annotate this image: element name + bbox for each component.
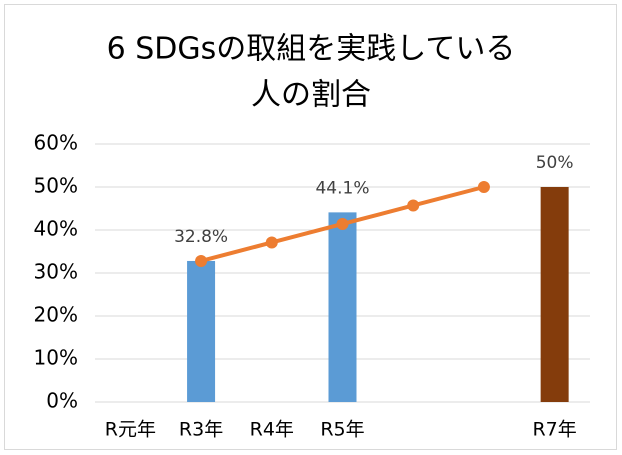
x-tick-label: R5年 <box>320 419 364 441</box>
y-tick-label: 50% <box>34 174 78 198</box>
chart-title: 6 SDGsの取組を実践している <box>107 32 516 67</box>
y-tick-label: 10% <box>34 346 78 370</box>
data-label: 32.8% <box>174 227 228 247</box>
chart-border <box>4 4 617 450</box>
x-tick-label: R元年 <box>105 419 156 441</box>
data-label: 44.1% <box>315 178 369 198</box>
chart-title: 人の割合 <box>251 78 371 113</box>
y-tick-label: 40% <box>34 217 78 241</box>
bar <box>540 187 569 402</box>
bar <box>328 212 357 402</box>
line-marker <box>336 217 349 230</box>
bar <box>187 260 216 402</box>
y-tick-label: 20% <box>34 303 78 327</box>
x-tick-label: R4年 <box>250 419 294 441</box>
x-tick-label: R3年 <box>179 419 223 441</box>
y-tick-label: 30% <box>34 260 78 284</box>
x-tick-label: R7年 <box>532 419 576 441</box>
data-label: 50% <box>536 153 574 173</box>
line-marker <box>407 199 420 212</box>
line-marker <box>477 181 490 193</box>
y-tick-label: 60% <box>34 131 78 155</box>
y-tick-label: 0% <box>46 389 78 413</box>
line-marker <box>195 254 208 267</box>
line-marker <box>265 236 278 249</box>
